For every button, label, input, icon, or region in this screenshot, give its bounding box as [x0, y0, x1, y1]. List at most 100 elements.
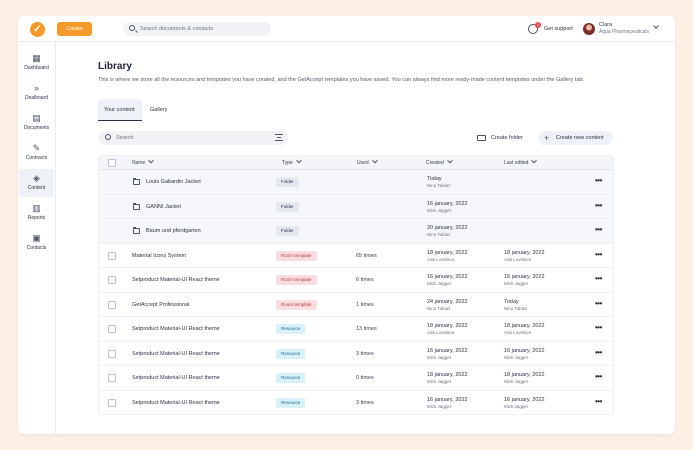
more-options-icon[interactable]: ••• [595, 249, 602, 259]
more-options-icon[interactable]: ••• [595, 225, 602, 234]
row-name[interactable]: Setproduct Material-UI React theme [132, 326, 220, 332]
create-folder-button[interactable]: Create folder [475, 131, 523, 145]
create-folder-label: Create folder [491, 135, 523, 141]
created-date: 16 january, 2022 [427, 347, 468, 354]
more-options-icon[interactable]: ••• [595, 347, 602, 357]
column-header-name[interactable]: Name [132, 156, 155, 170]
table-row[interactable]: GetAccept Professional Room template 1 tim… [99, 293, 613, 317]
more-options-icon[interactable]: ••• [595, 274, 602, 283]
table-row[interactable]: Setproduct Material-UI React theme Room t… [99, 268, 613, 293]
notification-badge: 1 [535, 22, 541, 28]
table-row[interactable]: Setproduct Material-UI React theme Resour… [99, 342, 613, 366]
created-by: Mick Jagger [427, 403, 452, 409]
more-options-icon[interactable]: ••• [595, 298, 602, 308]
sidebar-item-content[interactable]: ◈ Content [19, 169, 54, 197]
row-name[interactable]: Baum und pferdgarten [146, 228, 201, 234]
avatar[interactable] [583, 23, 595, 35]
edited-by: Mick Jagger [504, 379, 529, 384]
app-window: ✓ Create Search documents & contacts 1 G… [18, 16, 675, 434]
chevron-down-icon[interactable] [653, 23, 659, 29]
dealboard-icon: » [33, 83, 39, 93]
created-by: Ada Lovelace [427, 330, 455, 335]
created-by: Mick Jagger [427, 379, 452, 384]
row-checkbox[interactable] [108, 325, 116, 333]
created-by: Nino Tabiaz [427, 305, 451, 311]
created-by: Mick Jagger [427, 354, 452, 360]
headset-icon [528, 24, 538, 34]
select-all-checkbox[interactable] [108, 159, 116, 167]
type-tag: Folder [276, 201, 299, 212]
user-org[interactable]: Aqua Pharmaceuticals [599, 29, 650, 35]
sidebar-item-contracts[interactable]: ✎ Contracts [19, 139, 54, 167]
column-header-used[interactable]: Used [357, 156, 378, 170]
row-name[interactable]: Setproduct Material-UI React theme [132, 277, 220, 283]
edited-by: Ada Lovelace [504, 256, 532, 262]
table-header: Name Type Used Created Last edited [99, 156, 613, 170]
row-checkbox[interactable] [108, 398, 116, 407]
sidebar-item-dealboard[interactable]: » Dealboard [19, 79, 54, 107]
row-name[interactable]: Setproduct Material-UI React theme [132, 350, 220, 357]
create-button[interactable]: Create [57, 22, 92, 36]
more-options-icon[interactable]: ••• [595, 176, 602, 185]
more-options-icon[interactable]: ••• [595, 323, 602, 332]
table-row[interactable]: Baum und pferdgarten Folder 20 january, 20… [99, 219, 613, 244]
table-row[interactable]: Setproduct Material-UI React theme Resour… [99, 391, 613, 415]
plus-icon: + [544, 133, 550, 143]
library-search-input[interactable]: Search [98, 131, 288, 145]
sidebar-item-dashboard[interactable]: ▦ Dashboard [19, 49, 54, 77]
used-count: 0 times [356, 375, 374, 381]
more-options-icon[interactable]: ••• [595, 372, 602, 381]
table-row[interactable]: Material Icons System Room template 65 tim… [99, 244, 613, 268]
getaccept-logo-icon[interactable]: ✓ [30, 22, 45, 37]
tab-gallery[interactable]: Gallery [150, 107, 168, 113]
sidebar-item-label: Documents [23, 125, 50, 131]
sidebar-item-documents[interactable]: ▤ Documents [19, 109, 54, 137]
create-new-content-button[interactable]: + Create new content [538, 131, 613, 145]
row-name[interactable]: GetAccept Professional [132, 301, 190, 308]
sidebar-item-contacts[interactable]: ▣ Contacts [19, 229, 54, 257]
row-name[interactable]: Setproduct Material-UI React theme [132, 399, 220, 406]
table-row[interactable]: Louis Gabardin Jacket Folder Today Nino Tab… [99, 170, 613, 195]
type-tag: Folder [276, 177, 299, 187]
table-row[interactable]: Setproduct Material-UI React theme Resour… [99, 317, 613, 342]
user-name[interactable]: Clara [599, 22, 613, 28]
created-by: Nino Tabiaz [427, 183, 451, 188]
used-count: 3 times [356, 350, 374, 357]
row-checkbox[interactable] [108, 251, 116, 260]
edited-by: Mick Jagger [504, 281, 529, 286]
sidebar-item-label: Reports [27, 215, 46, 221]
more-options-icon[interactable]: ••• [595, 396, 602, 406]
row-name[interactable]: Setproduct Material-UI React theme [132, 375, 220, 381]
used-count: 6 times [356, 277, 374, 283]
column-header-created[interactable]: Created [426, 156, 453, 170]
global-search-input[interactable]: Search documents & contacts [123, 22, 271, 36]
tab-your-content[interactable]: Your content [98, 99, 142, 121]
created-date: Today [427, 176, 442, 182]
row-checkbox[interactable] [108, 374, 116, 382]
row-name[interactable]: GANNI Jacket [146, 203, 181, 210]
main-content: Library This is where we store all the r… [56, 42, 675, 434]
column-header-type[interactable]: Type [282, 156, 302, 170]
chevron-down-icon [531, 157, 538, 164]
column-header-last-edited[interactable]: Last edited [504, 156, 538, 170]
filter-icon[interactable] [275, 134, 283, 141]
top-bar: ✓ Create Search documents & contacts 1 G… [18, 16, 675, 42]
row-name[interactable]: Louis Gabardin Jacket [146, 179, 201, 185]
sidebar-item-reports[interactable]: ▥ Reports [19, 199, 54, 227]
table-row[interactable]: Setproduct Material-UI React theme Resour… [99, 366, 613, 391]
row-checkbox[interactable] [108, 276, 116, 284]
search-icon [129, 25, 135, 31]
type-tag: Room template [276, 275, 317, 285]
used-count: 13 times [356, 326, 377, 332]
table-row[interactable]: GANNI Jacket Folder 16 january, 2022 Mick J… [99, 194, 613, 219]
more-options-icon[interactable]: ••• [595, 200, 602, 210]
row-checkbox[interactable] [108, 349, 116, 358]
edited-date: 18 january, 2022 [504, 372, 545, 378]
row-name[interactable]: Material Icons System [132, 252, 187, 259]
folder-icon [133, 178, 140, 185]
edited-date: Today [504, 298, 519, 305]
edited-by: Mick Jagger [504, 403, 529, 409]
dashboard-icon: ▦ [32, 53, 41, 63]
get-support-button[interactable]: 1 Get support [528, 22, 573, 36]
row-checkbox[interactable] [108, 300, 116, 309]
